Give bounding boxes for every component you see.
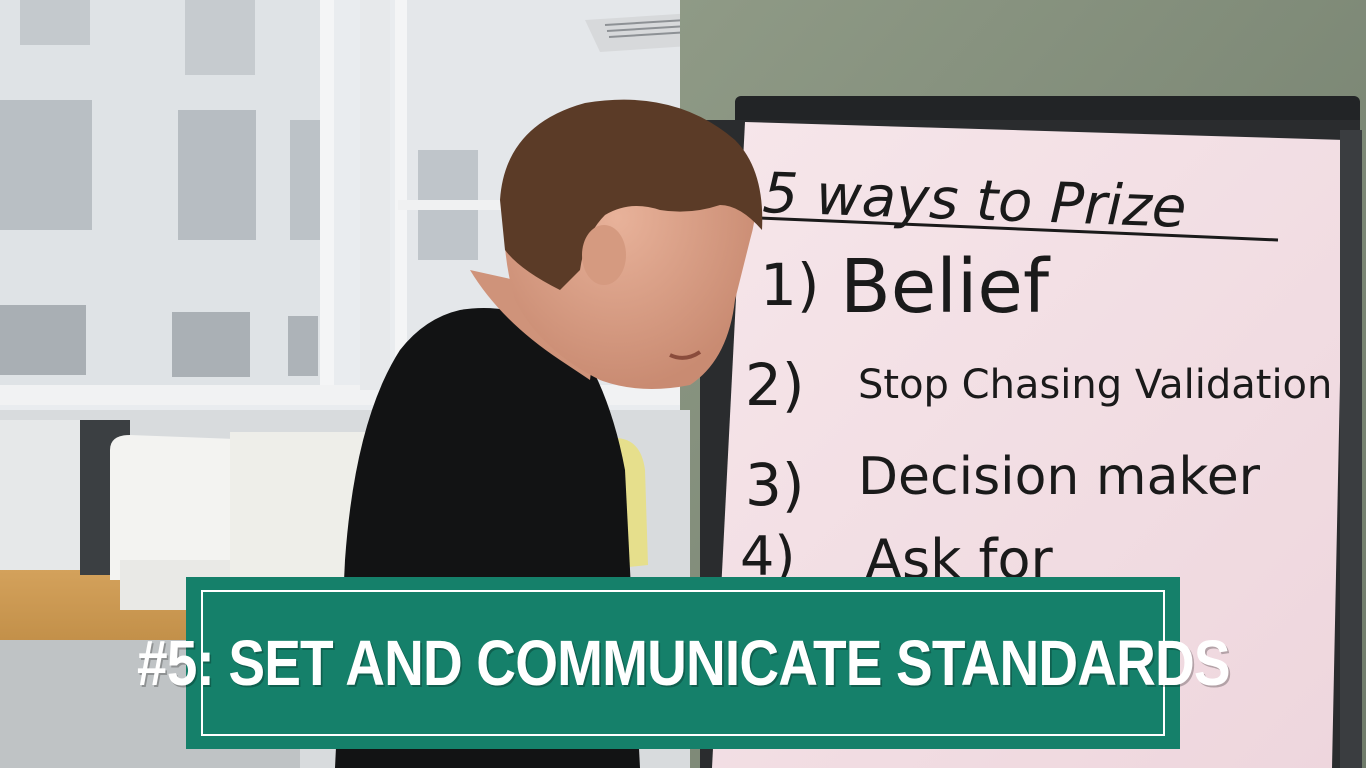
whiteboard-item-3-text: Decision maker bbox=[858, 447, 1261, 507]
caption-banner: #5: SET AND COMMUNICATE STANDARDS bbox=[137, 577, 1230, 749]
whiteboard-item-1-number: 1) bbox=[760, 251, 820, 319]
whiteboard-item-1-text: Belief bbox=[840, 244, 1051, 330]
caption-frame: #5: SET AND COMMUNICATE STANDARDS bbox=[137, 590, 1230, 736]
whiteboard-item-2-text: Stop Chasing Validation bbox=[858, 362, 1332, 408]
whiteboard-writing: 5 ways to Prize 1) Belief 2) Stop Chasin… bbox=[740, 161, 1332, 591]
whiteboard-item-2-number: 2) bbox=[745, 351, 805, 419]
office-window bbox=[0, 0, 750, 410]
whiteboard-item-3-number: 3) bbox=[745, 451, 805, 519]
caption-text: #5: SET AND COMMUNICATE STANDARDS bbox=[136, 627, 1231, 699]
